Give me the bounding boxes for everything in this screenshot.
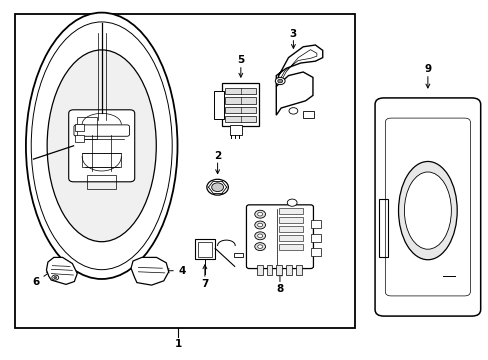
Bar <box>278 226 303 232</box>
Bar <box>225 116 256 122</box>
Circle shape <box>287 199 297 206</box>
Bar <box>197 242 212 257</box>
Circle shape <box>254 221 265 229</box>
Ellipse shape <box>31 22 172 270</box>
FancyBboxPatch shape <box>68 110 134 182</box>
Text: 5: 5 <box>237 55 244 65</box>
Bar <box>311 220 321 228</box>
Bar <box>285 265 291 275</box>
Bar <box>278 208 303 214</box>
Text: 2: 2 <box>214 150 221 161</box>
Bar <box>225 97 256 104</box>
Ellipse shape <box>404 172 450 249</box>
Bar <box>295 265 301 275</box>
Bar <box>77 117 97 139</box>
Bar <box>222 83 259 126</box>
Bar <box>75 124 83 131</box>
Circle shape <box>257 223 262 227</box>
Text: 3: 3 <box>289 29 296 39</box>
Bar <box>225 107 256 113</box>
Bar <box>311 248 321 256</box>
Bar <box>87 175 116 189</box>
Circle shape <box>206 179 228 195</box>
Circle shape <box>211 183 223 192</box>
FancyBboxPatch shape <box>246 205 313 269</box>
Bar <box>378 199 387 257</box>
Polygon shape <box>276 45 322 86</box>
Circle shape <box>277 79 282 83</box>
Circle shape <box>257 212 262 216</box>
Bar <box>276 265 282 275</box>
Bar <box>15 14 354 328</box>
Bar <box>278 217 303 223</box>
FancyBboxPatch shape <box>74 125 129 136</box>
Bar <box>303 111 313 118</box>
Polygon shape <box>131 257 168 285</box>
Circle shape <box>52 275 59 280</box>
Bar <box>194 239 215 259</box>
FancyBboxPatch shape <box>374 98 480 316</box>
Bar <box>256 265 262 275</box>
Bar <box>82 153 121 167</box>
Text: 6: 6 <box>33 276 40 287</box>
Polygon shape <box>46 257 77 284</box>
Text: 7: 7 <box>201 279 208 289</box>
Polygon shape <box>276 72 312 115</box>
Circle shape <box>54 276 57 279</box>
Bar <box>233 253 242 257</box>
Bar <box>75 135 83 142</box>
Ellipse shape <box>47 50 156 242</box>
Text: 1: 1 <box>175 339 182 349</box>
Circle shape <box>254 232 265 240</box>
Text: 8: 8 <box>276 284 283 294</box>
Bar <box>278 235 303 241</box>
Circle shape <box>257 245 262 248</box>
Ellipse shape <box>398 161 456 260</box>
Circle shape <box>257 234 262 238</box>
Circle shape <box>275 77 285 85</box>
Bar <box>229 125 242 135</box>
Bar <box>225 88 256 94</box>
Circle shape <box>254 243 265 251</box>
Bar <box>311 234 321 242</box>
Text: 9: 9 <box>424 64 430 74</box>
Bar <box>213 91 224 119</box>
Bar <box>266 265 272 275</box>
Bar <box>278 244 303 250</box>
Circle shape <box>288 108 297 114</box>
Ellipse shape <box>26 13 177 279</box>
Circle shape <box>254 210 265 218</box>
Text: 4: 4 <box>178 266 185 276</box>
